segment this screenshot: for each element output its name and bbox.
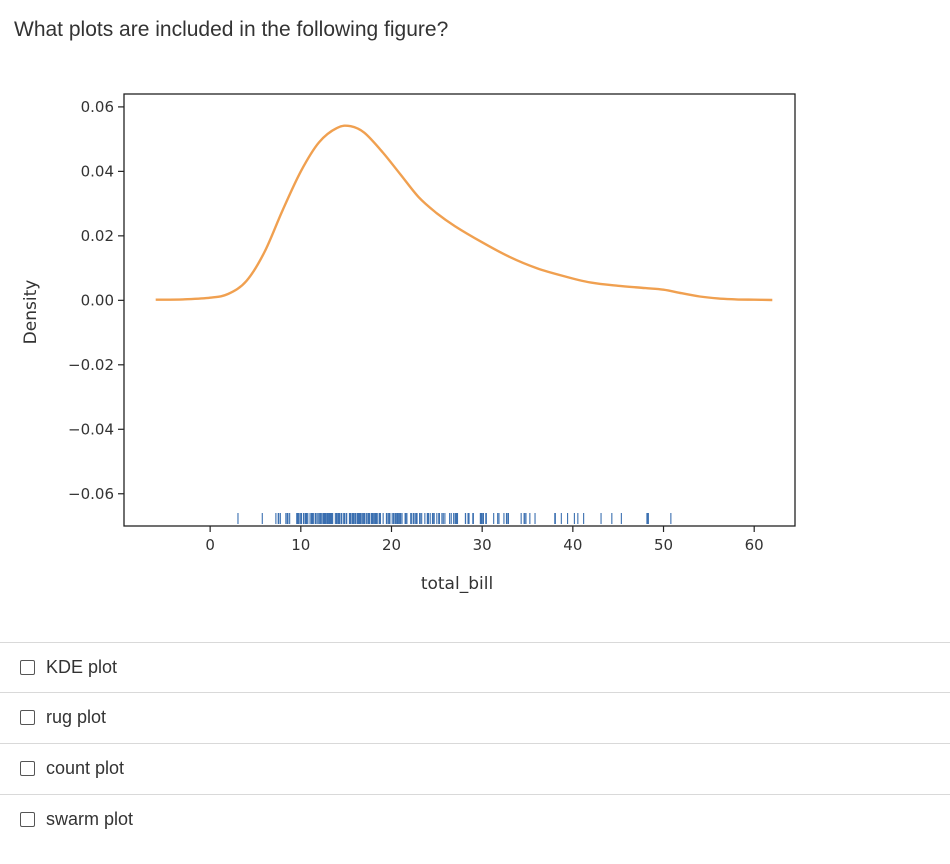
y-tick-label: −0.02	[68, 356, 114, 374]
option-label[interactable]: swarm plot	[46, 809, 134, 829]
y-tick-label: 0.00	[81, 291, 114, 309]
x-tick-label: 30	[473, 536, 492, 554]
question-text: What plots are included in the following…	[14, 18, 449, 41]
x-tick-label: 10	[291, 536, 310, 554]
checkbox[interactable]	[20, 812, 35, 827]
y-axis-label: Density	[21, 280, 41, 345]
x-tick-label: 60	[745, 536, 764, 554]
y-tick-label: −0.06	[68, 485, 114, 503]
y-tick-label: 0.06	[81, 98, 114, 116]
checkbox[interactable]	[20, 761, 35, 776]
option-rug-plot[interactable]: rug plot	[0, 692, 950, 742]
plot-frame	[123, 93, 796, 527]
x-tick-label: 50	[654, 536, 673, 554]
y-tick-label: 0.02	[81, 227, 114, 245]
option-count-plot[interactable]: count plot	[0, 743, 950, 793]
checkbox[interactable]	[20, 710, 35, 725]
rug-marks	[237, 513, 672, 524]
x-tick-label: 40	[563, 536, 582, 554]
density-chart: 0 10 20 30 40 50 60 0.06 0.04 0.02 0.00 −0.02 −0.04 −…	[21, 93, 796, 594]
option-label[interactable]: count plot	[46, 758, 125, 778]
x-axis-label: total_bill	[421, 574, 493, 594]
option-swarm-plot[interactable]: swarm plot	[0, 794, 950, 844]
option-kde-plot[interactable]: KDE plot	[0, 642, 950, 692]
x-tick-label: 0	[205, 536, 215, 554]
checkbox[interactable]	[20, 660, 35, 675]
kde-curve	[155, 124, 773, 302]
y-tick-label: 0.04	[81, 162, 114, 180]
y-tick-label: −0.04	[68, 420, 114, 438]
option-label[interactable]: KDE plot	[46, 657, 118, 677]
x-tick-label: 20	[382, 536, 401, 554]
option-label[interactable]: rug plot	[46, 707, 107, 727]
